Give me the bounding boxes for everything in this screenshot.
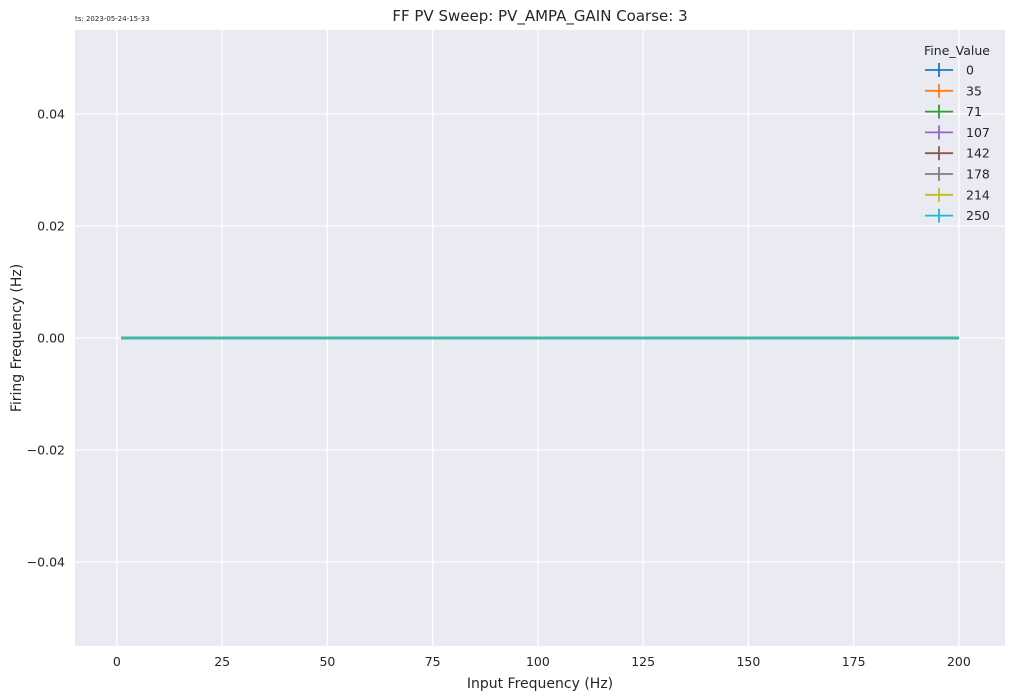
y-tick-label: 0.00	[37, 331, 65, 346]
legend-label: 71	[966, 104, 982, 119]
x-tick-label: 75	[425, 654, 441, 669]
chart-title: FF PV Sweep: PV_AMPA_GAIN Coarse: 3	[392, 7, 687, 26]
x-tick-label: 25	[214, 654, 230, 669]
legend-label: 35	[966, 83, 982, 98]
y-tick-label: 0.04	[37, 107, 65, 122]
legend-title: Fine_Value	[924, 43, 990, 58]
x-tick-label: 50	[319, 654, 335, 669]
x-tick-label: 175	[842, 654, 866, 669]
x-tick-label: 200	[947, 654, 971, 669]
legend-label: 107	[966, 125, 990, 140]
x-axis-label: Input Frequency (Hz)	[467, 676, 613, 692]
y-tick-label: −0.02	[27, 443, 65, 458]
legend-label: 0	[966, 63, 974, 78]
timestamp: ts: 2023-05-24-15-33	[75, 15, 150, 23]
x-tick-label: 0	[113, 654, 121, 669]
y-axis-label: Firing Frequency (Hz)	[9, 264, 25, 412]
legend-label: 178	[966, 167, 990, 182]
x-tick-label: 125	[631, 654, 655, 669]
legend-entry: 107	[925, 125, 990, 140]
legend-entry: 178	[925, 167, 990, 182]
legend-entry: 214	[925, 187, 990, 202]
legend-entry: 0	[925, 63, 974, 78]
x-tick-label: 150	[736, 654, 760, 669]
legend-entry: 35	[925, 83, 982, 98]
y-tick-label: −0.04	[27, 555, 65, 570]
legend-label: 250	[966, 208, 990, 223]
tick-labels: 0 25 50 75 100 125 150 175 200 −0.04 −0.02 0.00 0.02…	[27, 107, 971, 670]
legend: Fine_Value 0 35 71 107 142 178 214 250	[924, 43, 990, 223]
legend-entry: 142	[925, 146, 990, 161]
legend-entry: 71	[925, 104, 982, 119]
y-tick-label: 0.02	[37, 219, 65, 234]
legend-label: 142	[966, 146, 990, 161]
x-tick-label: 100	[526, 654, 550, 669]
legend-entry: 250	[925, 208, 990, 223]
legend-label: 214	[966, 187, 990, 202]
